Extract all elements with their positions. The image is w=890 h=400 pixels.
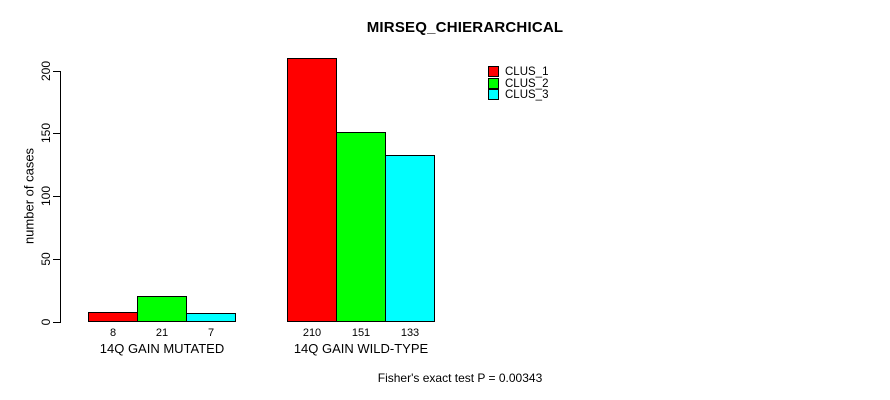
bar-value-label: 21 bbox=[155, 327, 169, 339]
bar-value-label: 210 bbox=[302, 327, 322, 339]
y-tick-mark bbox=[53, 259, 60, 260]
y-tick-label: 100 bbox=[39, 185, 53, 207]
category-label: 14Q GAIN WILD-TYPE bbox=[293, 341, 429, 356]
y-tick-mark bbox=[53, 196, 60, 197]
legend-label-clus_3: CLUS_3 bbox=[505, 89, 549, 101]
bar-value-label: 151 bbox=[351, 327, 371, 339]
bar-value-label: 8 bbox=[109, 327, 117, 339]
bar-clus_3-1 bbox=[186, 313, 236, 322]
legend-swatch-clus_1 bbox=[488, 66, 499, 77]
bar-clus_1-1 bbox=[88, 312, 138, 322]
bar-value-label: 133 bbox=[400, 327, 420, 339]
annotation-text: Fisher's exact test P = 0.00343 bbox=[377, 371, 543, 385]
y-tick-label: 150 bbox=[39, 122, 53, 144]
bar-value-label: 7 bbox=[207, 327, 215, 339]
bar-clus_2-1 bbox=[137, 296, 187, 322]
bar-clus_3-2 bbox=[385, 155, 435, 322]
y-tick-label: 200 bbox=[39, 60, 53, 82]
y-tick-mark bbox=[53, 322, 60, 323]
bar-clus_1-2 bbox=[287, 58, 337, 322]
legend-swatch-clus_2 bbox=[488, 78, 499, 89]
y-tick-mark bbox=[53, 133, 60, 134]
legend-label-clus_2: CLUS_2 bbox=[505, 78, 549, 90]
y-tick-label: 50 bbox=[39, 252, 53, 266]
bar-clus_2-2 bbox=[336, 132, 386, 322]
y-tick-label: 0 bbox=[39, 318, 53, 326]
category-label: 14Q GAIN MUTATED bbox=[99, 341, 225, 356]
legend-swatch-clus_3 bbox=[488, 89, 499, 100]
y-tick-mark bbox=[53, 71, 60, 72]
legend-label-clus_1: CLUS_1 bbox=[505, 66, 549, 78]
y-axis-line bbox=[60, 71, 61, 323]
y-axis-label: number of cases bbox=[21, 147, 37, 245]
chart-title: MIRSEQ_CHIERARCHICAL bbox=[366, 19, 564, 36]
